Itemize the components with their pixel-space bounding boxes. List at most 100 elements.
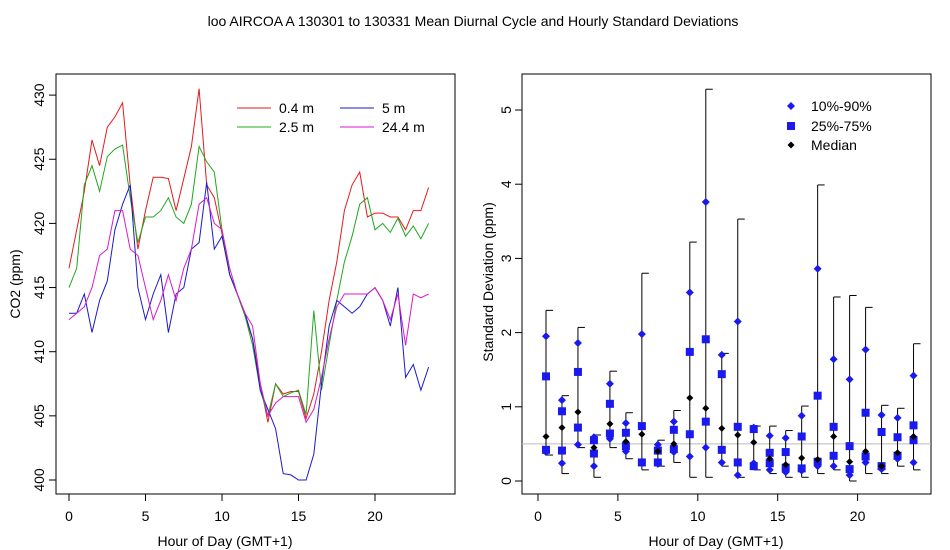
quartile-point — [845, 465, 854, 474]
decile-point — [733, 471, 742, 480]
decile-point — [765, 465, 774, 474]
decile-point — [685, 452, 694, 461]
median-point — [654, 447, 662, 455]
median-point — [542, 432, 550, 440]
median-point — [910, 432, 918, 440]
quartile-point — [605, 399, 614, 408]
decile-point — [781, 468, 790, 477]
median-point — [750, 438, 758, 446]
median-point — [718, 424, 726, 432]
quartile-point — [589, 449, 598, 458]
decile-point — [909, 371, 918, 380]
decile-point — [861, 345, 870, 354]
median-point — [846, 458, 854, 466]
quartile-point — [573, 423, 582, 432]
median-point — [878, 462, 886, 470]
decile-point — [653, 459, 662, 468]
right-x-axis-label: Hour of Day (GMT+1) — [649, 533, 784, 549]
quartile-point — [909, 436, 918, 445]
quartile-point — [765, 459, 774, 468]
right-y-tick-label: 4 — [498, 180, 514, 188]
decile-point — [669, 448, 678, 457]
right-x-tick-label: 10 — [690, 508, 706, 524]
right-y-tick-label: 1 — [498, 403, 514, 411]
median-point — [814, 455, 822, 463]
quartile-point — [685, 347, 694, 356]
decile-point — [893, 454, 902, 463]
decile-point — [605, 379, 614, 388]
left-y-axis-label: CO2 (ppm) — [7, 249, 23, 318]
median-point — [670, 440, 678, 448]
right-x-tick-label: 20 — [850, 508, 866, 524]
quartile-point — [717, 445, 726, 454]
left-legend-label: 2.5 m — [279, 119, 314, 135]
series-line-24-4-m — [68, 196, 429, 424]
median-point — [830, 432, 838, 440]
series-line-2-5-m — [68, 144, 430, 418]
median-point — [686, 394, 694, 402]
quartile-point — [861, 452, 870, 461]
median-point — [894, 449, 902, 457]
left-axis-ticks: 0 5 10 15 20 400 405 410 415 420 425 430 — [31, 83, 383, 524]
quartile-point — [717, 370, 726, 379]
right-legend-marker — [787, 141, 795, 149]
decile-point — [701, 198, 710, 207]
left-x-tick-label: 20 — [367, 508, 383, 524]
diurnal-cycle-chart: 0 5 10 15 20 400 405 410 415 420 425 430 0.4 m 2.5 m… — [7, 73, 456, 549]
quartile-point — [797, 432, 806, 441]
left-y-tick-label: 410 — [31, 340, 47, 364]
decile-point — [621, 447, 630, 456]
decile-point — [813, 264, 822, 273]
decile-point — [797, 466, 806, 475]
left-y-tick-label: 415 — [31, 276, 47, 300]
decile-point — [573, 440, 582, 449]
right-legend-label: 25%-75% — [811, 118, 872, 134]
decile-point — [717, 350, 726, 359]
quartile-point — [541, 372, 550, 381]
median-point — [702, 404, 710, 412]
quartile-point — [557, 446, 566, 455]
decile-point — [909, 458, 918, 467]
decile-point — [765, 431, 774, 440]
left-x-tick-label: 0 — [65, 508, 73, 524]
right-x-tick-label: 5 — [614, 508, 622, 524]
quartile-point — [893, 433, 902, 442]
median-point — [862, 447, 870, 455]
right-y-tick-label: 2 — [498, 328, 514, 336]
left-legend: 0.4 m 2.5 m 5 m 24.4 m — [237, 100, 425, 135]
left-x-tick-label: 15 — [291, 508, 307, 524]
quartile-point — [845, 442, 854, 451]
quartile-point — [637, 422, 646, 431]
left-x-axis-label: Hour of Day (GMT+1) — [158, 533, 293, 549]
decile-point — [605, 434, 614, 443]
median-point — [766, 455, 774, 463]
quartile-point — [701, 335, 710, 344]
right-axis-ticks: 0 5 10 15 20 0 1 2 3 4 5 — [498, 106, 866, 524]
quartile-point — [813, 391, 822, 400]
quartile-point — [621, 428, 630, 437]
quartile-point — [573, 367, 582, 376]
decile-point — [781, 433, 790, 442]
right-plot-frame — [521, 73, 932, 495]
decile-point — [557, 459, 566, 468]
decile-point — [653, 440, 662, 449]
decile-point — [733, 317, 742, 326]
decile-point — [541, 332, 550, 341]
right-legend-marker — [787, 102, 795, 110]
quartile-point — [733, 422, 742, 431]
decile-point — [701, 443, 710, 452]
left-y-tick-label: 425 — [31, 147, 47, 171]
median-point — [622, 438, 630, 446]
figure-title: loo AIRCOA A 130301 to 130331 Mean Diurn… — [208, 13, 739, 29]
quartile-point — [829, 451, 838, 460]
median-point — [734, 431, 742, 439]
median-point — [558, 424, 566, 432]
decile-point — [845, 471, 854, 480]
quartile-point — [701, 417, 710, 426]
quartile-point — [861, 408, 870, 417]
decile-point — [749, 423, 758, 432]
quartile-point — [685, 430, 694, 439]
quartile-point — [605, 429, 614, 438]
decile-point — [829, 462, 838, 471]
quartile-point — [669, 425, 678, 434]
